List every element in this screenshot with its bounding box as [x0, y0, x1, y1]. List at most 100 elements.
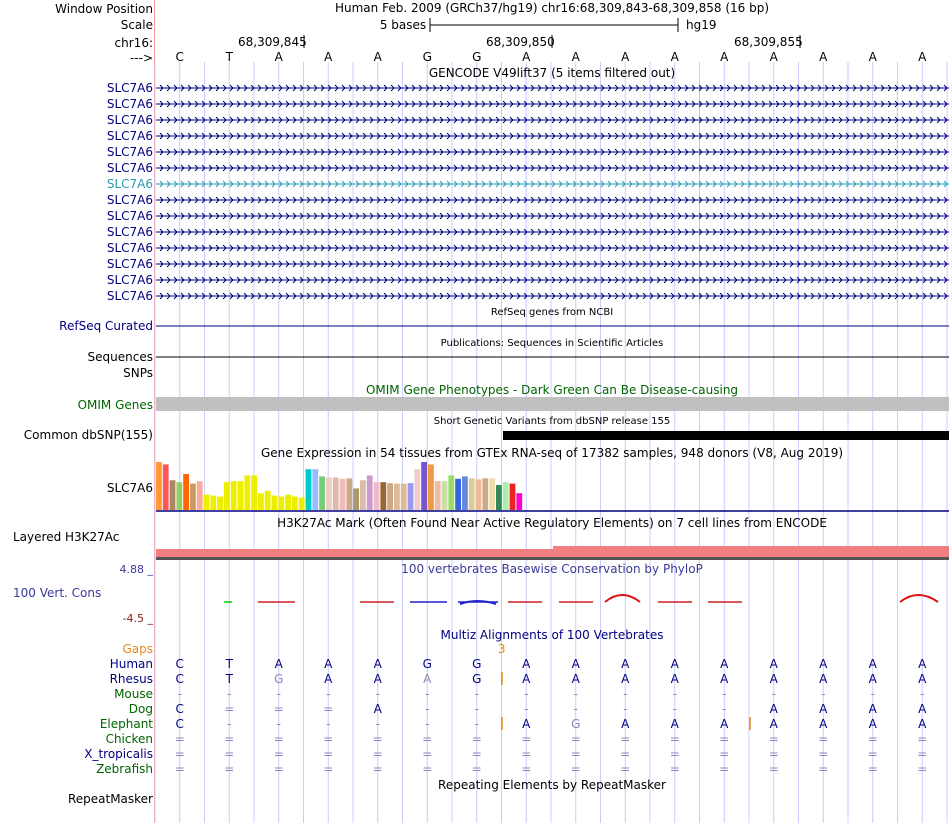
- multiz-base: =: [818, 747, 829, 761]
- multiz-base: T: [225, 672, 233, 686]
- gencode-transcript-label[interactable]: SLC7A6: [106, 113, 153, 127]
- gencode-transcript-label[interactable]: SLC7A6: [106, 145, 153, 159]
- multiz-species-label[interactable]: X_tropicalis: [84, 747, 153, 761]
- scale-label: Scale: [120, 18, 153, 32]
- gtex-tissue-bar: [156, 462, 162, 510]
- multiz-species-label[interactable]: Rhesus: [109, 672, 153, 686]
- multiz-base: =: [273, 762, 284, 776]
- gencode-transcript-label[interactable]: SLC7A6: [106, 209, 153, 223]
- gencode-transcript-label[interactable]: SLC7A6: [106, 241, 153, 255]
- dbsnp-label[interactable]: Common dbSNP(155): [23, 428, 153, 442]
- gtex-tissue-bar: [237, 481, 244, 510]
- repeatmasker-track-title[interactable]: Repeating Elements by RepeatMasker: [438, 778, 666, 792]
- multiz-base: A: [918, 657, 927, 671]
- multiz-base: =: [273, 732, 284, 746]
- multiz-base: -: [573, 687, 578, 701]
- multiz-species-label[interactable]: Gaps: [122, 642, 153, 656]
- phylop-peak: [604, 594, 641, 603]
- gtex-tissue-bar: [509, 483, 516, 510]
- multiz-base: A: [769, 702, 778, 716]
- multiz-base: =: [917, 732, 928, 746]
- omim-bar: [156, 397, 949, 411]
- multiz-track-title[interactable]: Multiz Alignments of 100 Vertebrates: [440, 628, 664, 642]
- multiz-species-label[interactable]: Dog: [128, 702, 153, 716]
- multiz-base: -: [326, 717, 331, 731]
- gencode-transcript-label[interactable]: SLC7A6: [106, 257, 153, 271]
- assembly-title: Human Feb. 2009 (GRCh37/hg19) chr16:68,3…: [334, 1, 770, 15]
- multiz-species-label[interactable]: Elephant: [99, 717, 153, 731]
- gencode-track-title[interactable]: GENCODE V49lift37 (5 items filtered out): [428, 66, 676, 80]
- gencode-transcript-label[interactable]: SLC7A6: [106, 273, 153, 287]
- refseq-track-title[interactable]: RefSeq genes from NCBI: [490, 307, 614, 318]
- gencode-strand-arrows: [159, 164, 948, 172]
- gtex-tissue-bar: [400, 483, 407, 510]
- multiz-species-label[interactable]: Mouse: [114, 687, 153, 701]
- pubs-track-title[interactable]: Publications: Sequences in Scientific Ar…: [440, 338, 664, 349]
- multiz-base: A: [918, 717, 927, 731]
- gencode-strand-arrows: [159, 100, 948, 108]
- snps-label[interactable]: SNPs: [123, 366, 153, 380]
- refseq-label[interactable]: RefSeq Curated: [59, 319, 153, 333]
- gtex-tissue-bar: [441, 481, 448, 510]
- multiz-base: -: [375, 717, 380, 731]
- multiz-base: =: [422, 732, 433, 746]
- multiz-base: -: [425, 687, 430, 701]
- multiz-base: =: [323, 747, 334, 761]
- gencode-strand-arrows: [159, 260, 948, 268]
- gtex-tissue-bar: [292, 496, 298, 510]
- gencode-transcript-label[interactable]: SLC7A6: [106, 97, 153, 111]
- phylop-label[interactable]: 100 Vert. Cons: [13, 586, 102, 600]
- sequence-base: A: [670, 50, 679, 64]
- gtex-tissue-bar: [244, 475, 251, 510]
- omim-track-title[interactable]: OMIM Gene Phenotypes - Dark Green Can Be…: [365, 383, 739, 397]
- multiz-base: -: [821, 687, 826, 701]
- gtex-tissue-bar: [278, 496, 285, 510]
- multiz-base: =: [768, 747, 779, 761]
- phylop-ymax: 4.88 _: [119, 563, 154, 576]
- multiz-base: =: [669, 762, 680, 776]
- dbsnp-track-title[interactable]: Short Genetic Variants from dbSNP releas…: [433, 416, 671, 427]
- multiz-base: =: [174, 762, 185, 776]
- h3k27ac-track-title[interactable]: H3K27Ac Mark (Often Found Near Active Re…: [277, 516, 827, 530]
- gencode-transcript-label[interactable]: SLC7A6: [106, 161, 153, 175]
- multiz-species-label[interactable]: Zebrafish: [96, 762, 153, 776]
- gencode-transcript-label[interactable]: SLC7A6: [106, 177, 153, 191]
- multiz-base: =: [917, 762, 928, 776]
- multiz-base: =: [719, 732, 730, 746]
- multiz-base: -: [276, 687, 281, 701]
- multiz-base: A: [324, 657, 333, 671]
- sequence-base: G: [472, 50, 482, 64]
- gencode-transcript-label[interactable]: SLC7A6: [106, 81, 153, 95]
- multiz-base: -: [672, 687, 677, 701]
- pubs-label[interactable]: Sequences: [87, 350, 153, 364]
- multiz-base: =: [224, 762, 235, 776]
- gencode-transcript-label[interactable]: SLC7A6: [106, 225, 153, 239]
- gtex-tissue-bar: [169, 480, 176, 510]
- gtex-track-title[interactable]: Gene Expression in 54 tissues from GTEx …: [260, 446, 844, 460]
- repeatmasker-label[interactable]: RepeatMasker: [67, 792, 153, 806]
- sequence-base: T: [225, 50, 233, 64]
- multiz-base: A: [720, 672, 729, 686]
- gencode-strand-arrows: [159, 276, 948, 284]
- h3k27ac-signal-left: [156, 549, 553, 557]
- multiz-base: =: [570, 732, 581, 746]
- multiz-base: =: [867, 732, 878, 746]
- gtex-tissue-bar: [305, 469, 312, 510]
- gencode-transcript-label[interactable]: SLC7A6: [106, 289, 153, 303]
- h3k27ac-baseline: [156, 557, 949, 560]
- omim-label[interactable]: OMIM Genes: [77, 398, 153, 412]
- gencode-transcript-label[interactable]: SLC7A6: [106, 193, 153, 207]
- gtex-tissue-bar: [196, 481, 203, 510]
- multiz-base: A: [819, 702, 828, 716]
- gtex-label[interactable]: SLC7A6: [106, 481, 153, 495]
- gencode-transcript-label[interactable]: SLC7A6: [106, 129, 153, 143]
- h3k27ac-label[interactable]: Layered H3K27Ac: [13, 530, 120, 544]
- multiz-base: =: [323, 762, 334, 776]
- gtex-tissue-bar: [394, 483, 400, 510]
- dbsnp-bar: [503, 431, 949, 440]
- position-tick-1: 68,309,845: [238, 35, 307, 49]
- multiz-species-label[interactable]: Chicken: [105, 732, 153, 746]
- phylop-track-title[interactable]: 100 vertebrates Basewise Conservation by…: [401, 562, 703, 576]
- multiz-species-label[interactable]: Human: [109, 657, 153, 671]
- multiz-base: A: [423, 672, 432, 686]
